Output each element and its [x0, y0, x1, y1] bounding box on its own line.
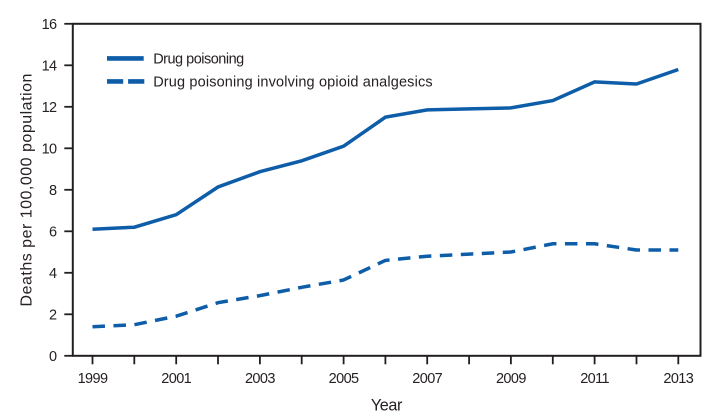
svg-text:2007: 2007 — [412, 371, 442, 387]
svg-text:14: 14 — [42, 58, 57, 74]
svg-text:12: 12 — [42, 100, 57, 116]
svg-text:2: 2 — [49, 307, 57, 323]
svg-text:2005: 2005 — [329, 371, 359, 387]
svg-text:0: 0 — [49, 349, 57, 365]
svg-text:8: 8 — [49, 183, 57, 199]
svg-text:1999: 1999 — [78, 371, 108, 387]
svg-text:2003: 2003 — [245, 371, 275, 387]
svg-text:Drug poisoning involving opioi: Drug poisoning involving opioid analgesi… — [153, 74, 433, 90]
svg-text:2009: 2009 — [496, 371, 526, 387]
svg-text:2001: 2001 — [161, 371, 191, 387]
svg-text:10: 10 — [42, 141, 57, 157]
svg-text:16: 16 — [42, 17, 57, 33]
svg-text:2011: 2011 — [580, 371, 609, 387]
svg-text:Year: Year — [371, 397, 403, 415]
svg-text:2013: 2013 — [663, 371, 693, 387]
svg-text:Deaths per 100,000 population: Deaths per 100,000 population — [19, 73, 36, 306]
svg-text:6: 6 — [49, 224, 57, 240]
svg-text:Drug poisoning: Drug poisoning — [153, 52, 244, 68]
svg-text:4: 4 — [49, 266, 57, 282]
